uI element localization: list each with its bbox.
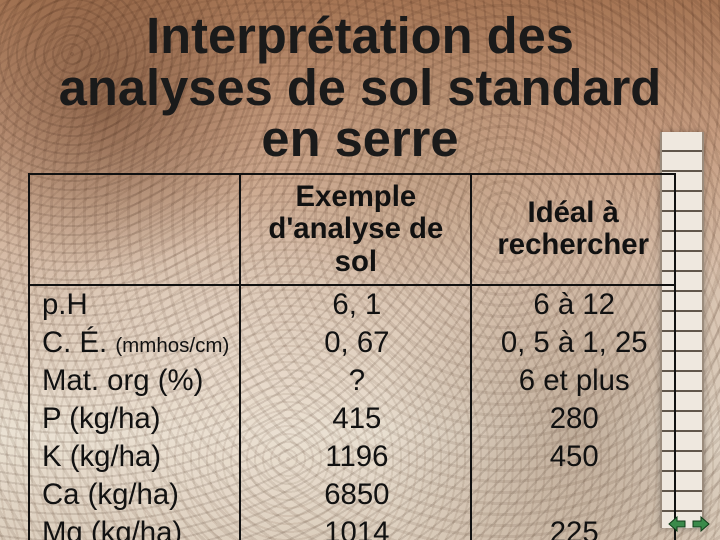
cell-example: 1014 xyxy=(240,514,471,540)
title-line-1: Interprétation des xyxy=(0,10,720,62)
table-row: Mat. org (%) ? 6 et plus xyxy=(29,362,675,400)
prev-slide-button[interactable] xyxy=(666,514,688,534)
cell-example: ? xyxy=(240,362,471,400)
cell-param: C. É. (mmhos/cm) xyxy=(29,324,240,362)
cell-example: 415 xyxy=(240,400,471,438)
analysis-table: Exemple d'analyse de sol Idéal à recherc… xyxy=(28,173,676,540)
cell-example: 6850 xyxy=(240,476,471,514)
cell-example: 1196 xyxy=(240,438,471,476)
table-header-row: Exemple d'analyse de sol Idéal à recherc… xyxy=(29,174,675,285)
cell-param: Mat. org (%) xyxy=(29,362,240,400)
nav-arrows xyxy=(666,514,712,534)
table-row: Ca (kg/ha) 6850 xyxy=(29,476,675,514)
table-row: p.H 6, 1 6 à 12 xyxy=(29,285,675,324)
cell-ideal: 450 xyxy=(471,438,675,476)
cell-example: 0, 67 xyxy=(240,324,471,362)
cell-ideal: 6 à 12 xyxy=(471,285,675,324)
cell-param: Ca (kg/ha) xyxy=(29,476,240,514)
arrow-right-icon xyxy=(691,515,711,533)
col-header-example: Exemple d'analyse de sol xyxy=(240,174,471,285)
title-line-3: en serre xyxy=(0,113,720,165)
cell-param: K (kg/ha) xyxy=(29,438,240,476)
cell-param: p.H xyxy=(29,285,240,324)
analysis-table-container: Exemple d'analyse de sol Idéal à recherc… xyxy=(28,173,676,540)
col-header-ideal: Idéal à rechercher xyxy=(471,174,675,285)
table-row: K (kg/ha) 1196 450 xyxy=(29,438,675,476)
table-row: Mg (kg/ha) 1014 225 xyxy=(29,514,675,540)
cell-ideal: 6 et plus xyxy=(471,362,675,400)
cell-example: 6, 1 xyxy=(240,285,471,324)
title-line-2: analyses de sol standard xyxy=(0,62,720,114)
table-row: C. É. (mmhos/cm) 0, 67 0, 5 à 1, 25 xyxy=(29,324,675,362)
arrow-left-icon xyxy=(667,515,687,533)
cell-param: P (kg/ha) xyxy=(29,400,240,438)
cell-ideal: 280 xyxy=(471,400,675,438)
slide-title: Interprétation des analyses de sol stand… xyxy=(0,0,720,165)
cell-ideal: 225 xyxy=(471,514,675,540)
cell-param: Mg (kg/ha) xyxy=(29,514,240,540)
next-slide-button[interactable] xyxy=(690,514,712,534)
cell-ideal: 0, 5 à 1, 25 xyxy=(471,324,675,362)
col-header-param xyxy=(29,174,240,285)
cell-ideal xyxy=(471,476,675,514)
table-row: P (kg/ha) 415 280 xyxy=(29,400,675,438)
